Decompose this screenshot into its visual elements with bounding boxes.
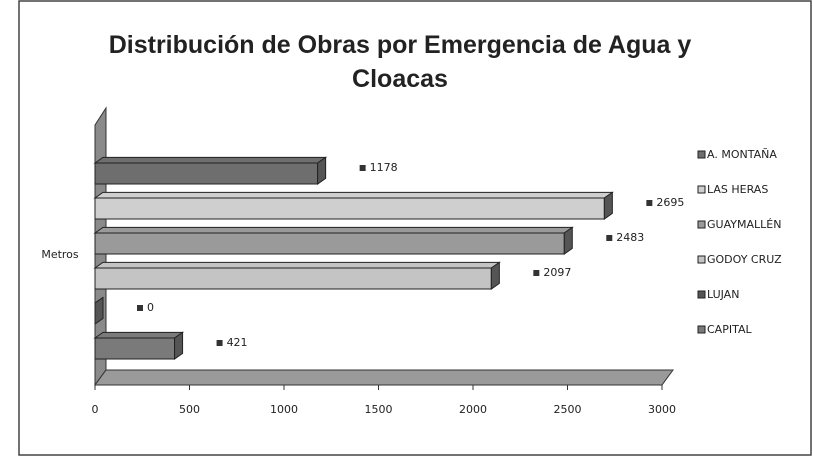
data-label: 421 xyxy=(227,336,248,349)
legend-label: GODOY CRUZ xyxy=(707,253,782,266)
chart-frame xyxy=(18,0,812,456)
bar-top xyxy=(93,226,574,234)
bar xyxy=(94,267,492,290)
bar-top xyxy=(93,331,185,339)
x-tick-label: 3000 xyxy=(648,403,676,416)
legend-label: GUAYMALLÉN xyxy=(707,218,781,231)
x-tick-label: 500 xyxy=(179,403,200,416)
bar-end xyxy=(317,156,327,185)
data-label-key xyxy=(646,200,653,206)
legend-label: LAS HERAS xyxy=(707,183,768,196)
x-tick-label: 1000 xyxy=(270,403,298,416)
x-tick-label: 0 xyxy=(92,403,99,416)
bar xyxy=(94,162,319,185)
data-label-key xyxy=(137,305,143,311)
legend-label: LUJAN xyxy=(707,288,739,301)
bar-end xyxy=(563,226,573,255)
legend-key xyxy=(697,255,706,264)
floor xyxy=(94,369,674,386)
bar-top xyxy=(93,191,614,199)
data-label: 1178 xyxy=(370,161,398,174)
data-label-key xyxy=(359,165,366,171)
x-tick-label: 2500 xyxy=(554,403,582,416)
data-label: 0 xyxy=(147,301,154,314)
legend-key xyxy=(697,220,706,229)
legend-key xyxy=(697,150,706,159)
category-label: Metros xyxy=(41,248,79,261)
bar-end xyxy=(603,191,613,220)
data-label-key xyxy=(533,270,540,276)
legend-label: A. MONTAÑA xyxy=(707,148,777,161)
x-tick-label: 1500 xyxy=(365,403,393,416)
data-label: 2695 xyxy=(656,196,684,209)
legend-key xyxy=(697,325,706,334)
bar xyxy=(94,197,605,220)
legend-key xyxy=(697,185,706,194)
data-label-key xyxy=(606,235,613,241)
data-label: 2097 xyxy=(543,266,571,279)
legend-key xyxy=(697,290,706,299)
chart-title: Distribución de Obras por Emergencia de … xyxy=(108,31,692,93)
bar-top xyxy=(93,156,328,164)
bar-end xyxy=(94,296,104,325)
bar-end xyxy=(490,261,500,290)
x-tick-label: 2000 xyxy=(459,403,487,416)
bar xyxy=(94,232,565,255)
bar xyxy=(94,337,176,360)
data-label: 2483 xyxy=(616,231,644,244)
legend-label: CAPITAL xyxy=(707,323,752,336)
data-label-key xyxy=(216,340,223,346)
bar-top xyxy=(93,261,501,269)
bar-end xyxy=(174,331,184,360)
